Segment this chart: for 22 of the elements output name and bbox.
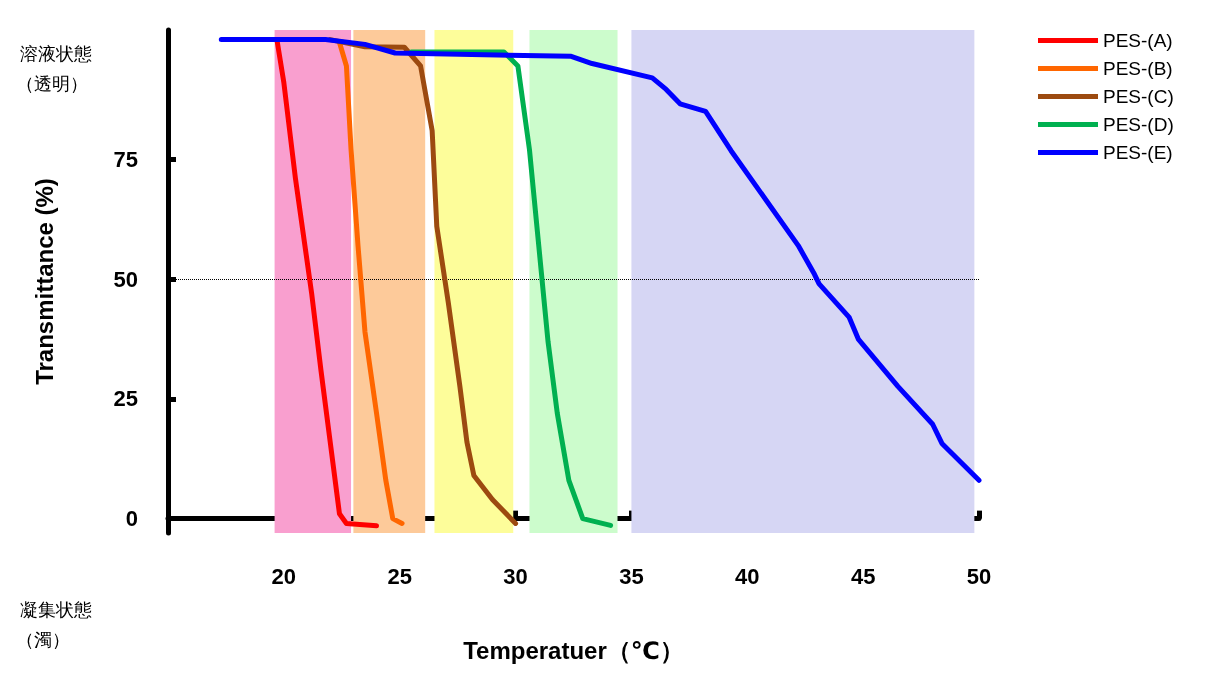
- legend-label: PES-(B): [1103, 58, 1173, 79]
- x-tick-label: 35: [619, 563, 644, 589]
- y-tick-label: 25: [113, 386, 138, 412]
- x-tick-label: 20: [271, 563, 297, 589]
- x-tick-label: 25: [387, 563, 412, 589]
- text: 凝集状態: [20, 600, 92, 620]
- x-axis-title: Temperatuer（℃）: [463, 636, 684, 664]
- y-tick-label: 75: [113, 146, 138, 172]
- x-tick-label: 45: [850, 563, 876, 589]
- x-tick-label: 40: [735, 563, 760, 589]
- legend-label: PES-(C): [1103, 86, 1174, 107]
- y-axis-title: Transmittance (%): [30, 178, 58, 385]
- x-tick-label: 50: [966, 563, 992, 589]
- legend-label: PES-(E): [1103, 142, 1173, 163]
- text: （透明）: [16, 74, 88, 94]
- x-tick-label: 30: [503, 563, 528, 589]
- y-tick-label: 0: [125, 506, 138, 532]
- y-tick-label: 50: [113, 266, 138, 292]
- text: 溶液状態: [20, 44, 92, 64]
- legend-label: PES-(D): [1103, 114, 1174, 135]
- legend-label: PES-(A): [1103, 30, 1173, 51]
- text: （濁）: [16, 630, 70, 650]
